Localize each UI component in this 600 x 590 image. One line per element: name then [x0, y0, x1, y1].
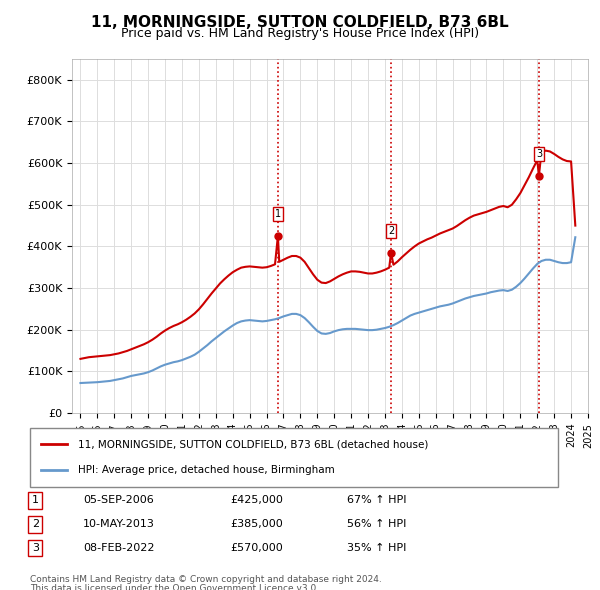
Text: This data is licensed under the Open Government Licence v3.0.: This data is licensed under the Open Gov… — [30, 584, 319, 590]
Text: 3: 3 — [536, 149, 542, 159]
Text: 3: 3 — [32, 543, 39, 553]
Text: 1: 1 — [32, 495, 39, 505]
Text: £385,000: £385,000 — [230, 519, 283, 529]
Text: 11, MORNINGSIDE, SUTTON COLDFIELD, B73 6BL (detached house): 11, MORNINGSIDE, SUTTON COLDFIELD, B73 6… — [77, 440, 428, 449]
Text: 2: 2 — [388, 226, 394, 236]
Text: 56% ↑ HPI: 56% ↑ HPI — [347, 519, 406, 529]
Text: 05-SEP-2006: 05-SEP-2006 — [83, 495, 154, 505]
Text: Contains HM Land Registry data © Crown copyright and database right 2024.: Contains HM Land Registry data © Crown c… — [30, 575, 382, 584]
Text: 10-MAY-2013: 10-MAY-2013 — [83, 519, 155, 529]
Text: 2: 2 — [32, 519, 39, 529]
Text: HPI: Average price, detached house, Birmingham: HPI: Average price, detached house, Birm… — [77, 466, 334, 475]
Text: 11, MORNINGSIDE, SUTTON COLDFIELD, B73 6BL: 11, MORNINGSIDE, SUTTON COLDFIELD, B73 6… — [91, 15, 509, 30]
Text: 67% ↑ HPI: 67% ↑ HPI — [347, 495, 406, 505]
Text: 35% ↑ HPI: 35% ↑ HPI — [347, 543, 406, 553]
Text: £570,000: £570,000 — [230, 543, 283, 553]
Text: £425,000: £425,000 — [230, 495, 284, 505]
Text: 1: 1 — [275, 209, 281, 219]
Text: 08-FEB-2022: 08-FEB-2022 — [83, 543, 154, 553]
FancyBboxPatch shape — [30, 428, 558, 487]
Text: Price paid vs. HM Land Registry's House Price Index (HPI): Price paid vs. HM Land Registry's House … — [121, 27, 479, 40]
